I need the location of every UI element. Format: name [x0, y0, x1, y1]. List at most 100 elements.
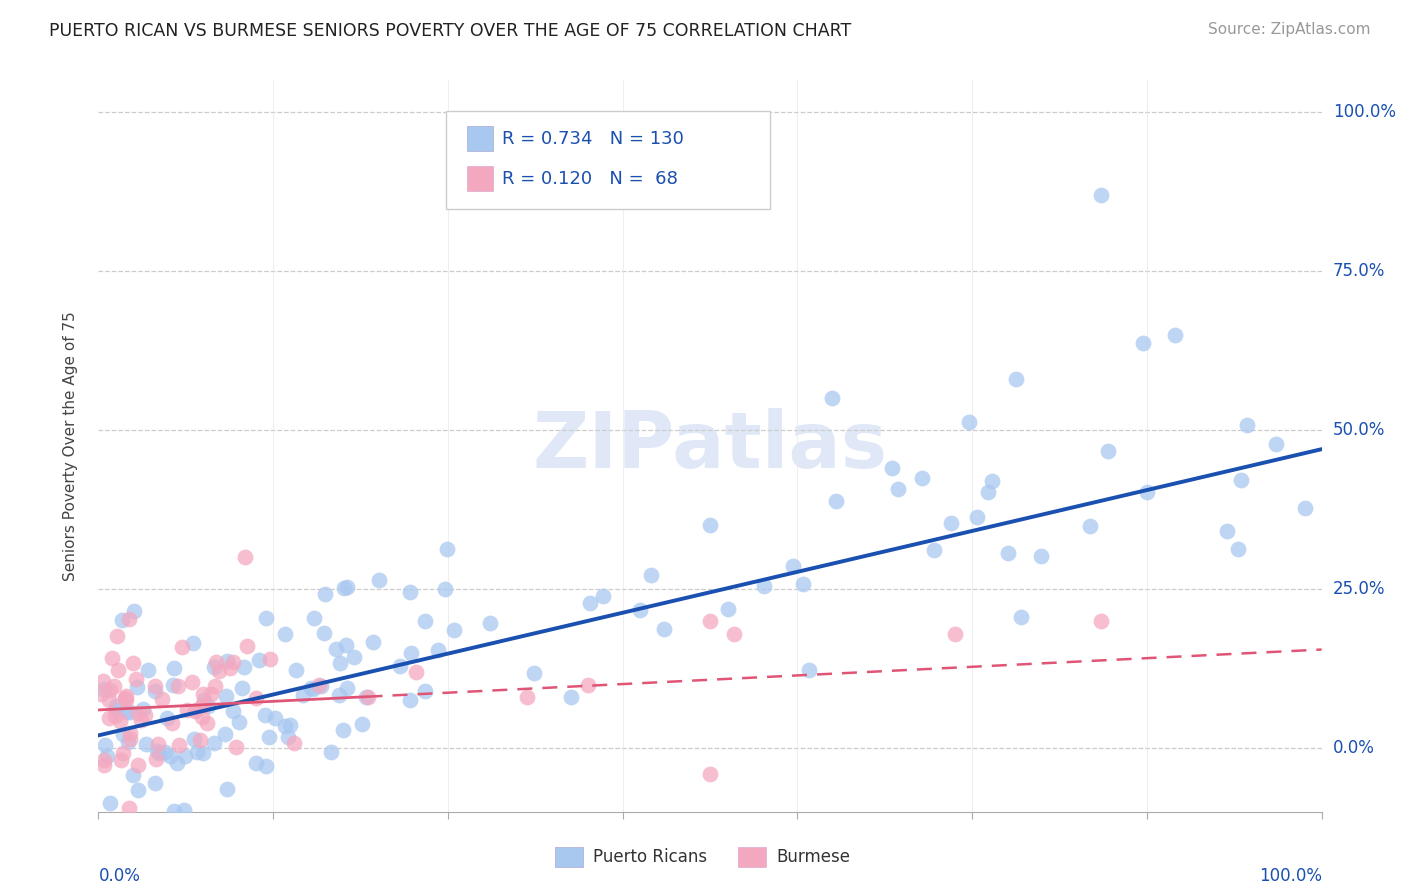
Point [413, 684, 436, 698]
Point [886, 482, 908, 496]
Point [191, 710, 214, 724]
Point [117, 735, 139, 749]
Point [145, 752, 167, 766]
Point [108, 714, 131, 729]
Point [134, 707, 156, 722]
Point [399, 693, 422, 707]
Point [1230, 473, 1253, 487]
Point [997, 545, 1019, 559]
Point [132, 702, 155, 716]
Point [363, 635, 385, 649]
Point [245, 690, 267, 705]
Point [752, 579, 775, 593]
Point [173, 803, 195, 817]
Point [981, 475, 1004, 489]
Point [183, 731, 205, 746]
Point [579, 596, 602, 610]
Point [114, 691, 136, 706]
Point [160, 715, 183, 730]
Point [231, 681, 253, 695]
Point [1078, 518, 1101, 533]
Point [1004, 372, 1026, 386]
Point [166, 756, 188, 770]
Point [195, 716, 218, 731]
Point [159, 749, 181, 764]
Point [335, 638, 357, 652]
Text: 50.0%: 50.0% [1333, 421, 1385, 439]
Point [225, 739, 247, 754]
Point [328, 688, 350, 702]
Point [792, 577, 814, 591]
Point [389, 659, 412, 673]
Point [333, 581, 356, 595]
Point [515, 690, 537, 705]
Point [111, 727, 134, 741]
Point [115, 693, 138, 707]
Point [111, 746, 134, 760]
Point [186, 745, 208, 759]
Point [145, 679, 167, 693]
Point [426, 643, 449, 657]
Point [259, 652, 281, 666]
Point [1236, 418, 1258, 433]
Point [560, 690, 582, 704]
Point [167, 738, 190, 752]
Point [93, 753, 115, 767]
Point [208, 665, 231, 679]
Point [184, 705, 207, 719]
Point [443, 624, 465, 638]
Point [215, 782, 238, 797]
Point [1164, 327, 1187, 342]
Point [436, 541, 458, 556]
Point [1136, 485, 1159, 500]
Point [143, 684, 166, 698]
Text: PUERTO RICAN VS BURMESE SENIORS POVERTY OVER THE AGE OF 75 CORRELATION CHART: PUERTO RICAN VS BURMESE SENIORS POVERTY … [49, 22, 852, 40]
Point [1097, 444, 1119, 458]
Point [204, 679, 226, 693]
Point [110, 753, 132, 767]
Point [1226, 542, 1249, 557]
Point [118, 732, 141, 747]
Point [91, 674, 114, 689]
Point [222, 704, 245, 718]
Point [125, 672, 148, 686]
Point [254, 611, 277, 625]
Point [173, 749, 195, 764]
Point [143, 776, 166, 790]
Text: Puerto Ricans: Puerto Ricans [593, 847, 707, 866]
Point [120, 726, 142, 740]
Point [782, 558, 804, 573]
Point [155, 745, 177, 759]
Point [89, 817, 111, 831]
Point [191, 687, 214, 701]
Point [111, 613, 134, 627]
Point [399, 585, 422, 599]
Point [797, 663, 820, 677]
Point [222, 656, 245, 670]
Point [302, 681, 325, 696]
Point [278, 718, 301, 732]
Point [205, 655, 228, 669]
Point [1090, 614, 1112, 628]
Point [433, 582, 456, 596]
Point [166, 679, 188, 693]
Point [308, 677, 330, 691]
Point [200, 687, 222, 701]
Point [122, 768, 145, 782]
Point [98, 682, 121, 697]
Point [236, 639, 259, 653]
Point [356, 690, 378, 705]
Point [214, 727, 236, 741]
Point [699, 614, 721, 628]
Point [217, 654, 239, 668]
Point [254, 707, 277, 722]
Point [285, 663, 308, 677]
Point [325, 642, 347, 657]
Point [215, 690, 238, 704]
Point [190, 698, 212, 713]
Text: Source: ZipAtlas.com: Source: ZipAtlas.com [1208, 22, 1371, 37]
Point [1216, 524, 1239, 539]
Point [966, 510, 988, 524]
Point [233, 550, 256, 565]
Point [367, 573, 389, 587]
